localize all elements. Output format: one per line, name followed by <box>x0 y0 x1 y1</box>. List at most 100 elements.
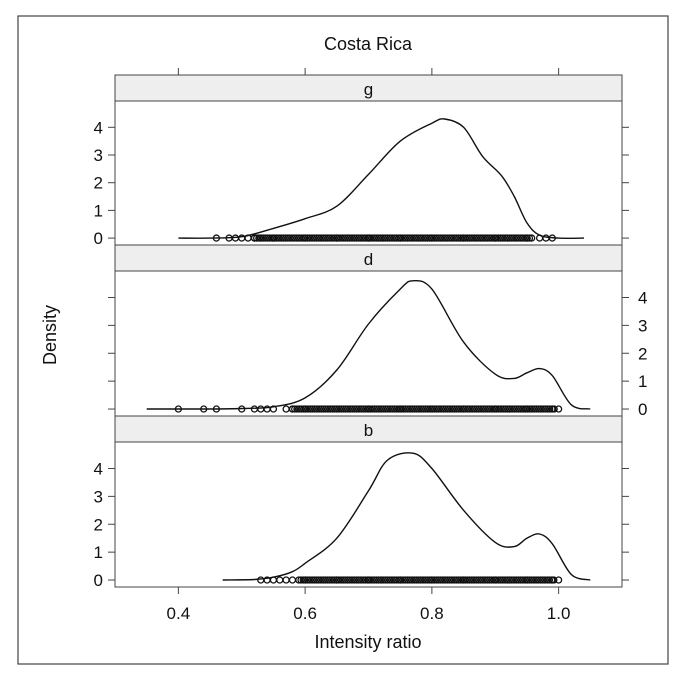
rug-point <box>308 576 316 584</box>
rug-point <box>277 234 285 242</box>
plot-frame-g <box>114 100 623 246</box>
rug-point <box>528 576 536 584</box>
rug-point <box>301 576 309 584</box>
rug-point <box>388 576 396 584</box>
rug-point <box>514 234 523 242</box>
rug-point <box>301 405 309 413</box>
rug-point <box>508 576 516 584</box>
rug-point <box>408 234 416 242</box>
density-curve-d <box>146 279 591 410</box>
rug-point <box>292 234 301 242</box>
rug-point <box>388 405 396 413</box>
rug-point <box>324 405 332 413</box>
rug-point <box>472 234 480 242</box>
rug-point <box>428 234 436 242</box>
rug-point <box>281 234 290 242</box>
rug-point <box>310 405 319 413</box>
rug-point <box>403 576 412 584</box>
rug-point <box>396 405 404 413</box>
x-tick-label: 0.4 <box>167 604 191 623</box>
rug-point <box>539 576 547 584</box>
rug-point <box>512 576 520 584</box>
rug-point <box>499 576 507 584</box>
rug-point <box>282 576 290 584</box>
rug-point <box>317 405 325 413</box>
rug-point <box>448 234 456 242</box>
rug-point <box>337 405 345 413</box>
rug-point <box>554 405 563 413</box>
rug-point <box>306 405 314 413</box>
rug-point <box>499 405 507 413</box>
rug-point <box>291 405 299 413</box>
rug-point <box>304 576 312 584</box>
rug-point <box>337 234 345 242</box>
rug-point <box>312 234 321 242</box>
rug-point <box>328 405 337 413</box>
rug-point <box>346 576 354 584</box>
rug-point <box>443 576 452 584</box>
rug-point <box>541 576 549 584</box>
rug-point <box>315 405 323 413</box>
rug-point <box>437 576 445 584</box>
rug-point <box>315 234 323 242</box>
x-tick-label: 1.0 <box>547 604 571 623</box>
rug-point <box>272 234 281 242</box>
y-tick-label: 2 <box>94 515 103 534</box>
rug-point <box>335 405 343 413</box>
rug-point <box>450 405 459 413</box>
rug-point <box>266 234 274 242</box>
rug-point <box>546 405 554 413</box>
rug-point <box>499 234 507 242</box>
outer-frame <box>17 15 669 665</box>
rug-point <box>470 405 478 413</box>
rug-point <box>441 405 450 413</box>
rug-point <box>457 234 465 242</box>
rug-point <box>528 234 536 242</box>
rug-point <box>403 234 412 242</box>
rug-point <box>528 405 536 413</box>
rug-point <box>379 405 388 413</box>
rug-point <box>381 576 389 584</box>
rug-point <box>359 405 368 413</box>
rug-point <box>355 405 363 413</box>
rug-point <box>495 405 503 413</box>
rug-point <box>257 576 265 584</box>
rug-point <box>468 405 476 413</box>
rug-point <box>514 576 523 584</box>
rug-point <box>417 576 425 584</box>
rug-point <box>350 234 358 242</box>
rug-point <box>297 405 305 413</box>
rug-point <box>503 405 512 413</box>
rug-point <box>330 576 338 584</box>
rug-point <box>346 234 354 242</box>
rug-point <box>501 234 509 242</box>
y-tick-label: 0 <box>94 571 103 590</box>
rug-point <box>392 576 401 584</box>
y-tick-label: 3 <box>94 487 103 506</box>
rug-point <box>501 405 510 413</box>
rug-point <box>419 576 427 584</box>
rug-point <box>457 576 465 584</box>
rug-point <box>491 576 499 584</box>
rug-point <box>430 576 438 584</box>
rug-point <box>424 405 432 413</box>
rug-point <box>326 576 334 584</box>
y-tick-label: 3 <box>638 316 647 335</box>
rug-point <box>459 405 468 413</box>
rug-point <box>406 576 414 584</box>
rug-point <box>326 234 334 242</box>
rug-point <box>494 234 503 242</box>
rug-point <box>372 234 381 242</box>
panels-layer: g 0 1 2 3 4 d 0 1 2 3 4 b 0 1 2 3 4 0.4 0.6 0.8 1.0 <box>94 68 647 623</box>
rug-point <box>545 576 554 584</box>
rug-point <box>536 576 545 584</box>
rug-point <box>434 234 443 242</box>
rug-point <box>510 234 518 242</box>
rug-point <box>393 405 401 413</box>
rug-point <box>401 576 409 584</box>
rug-point <box>284 234 292 242</box>
chart-title: Costa Rica <box>324 34 413 54</box>
rug-point <box>426 576 434 584</box>
rug-point <box>457 405 465 413</box>
